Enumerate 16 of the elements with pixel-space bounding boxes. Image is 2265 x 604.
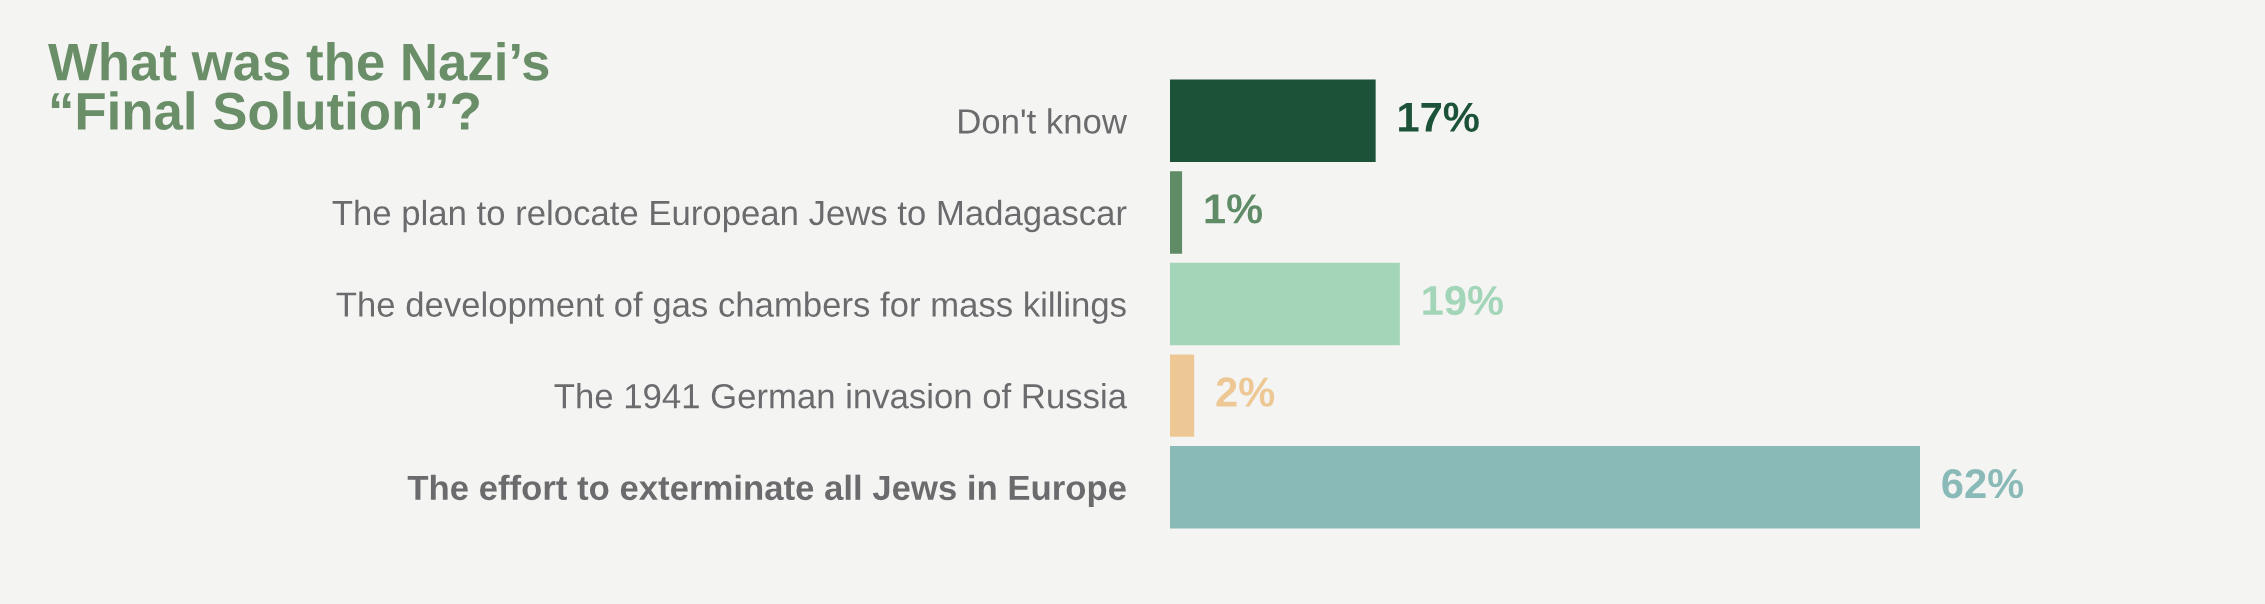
data-label: 17%	[1399, 102, 1479, 132]
data-label: 1%	[1205, 194, 1263, 224]
data-label: 2%	[1216, 377, 1275, 407]
y-tick-label: Don't know	[959, 108, 1128, 134]
bar	[1170, 354, 1195, 437]
data-label: 62%	[1942, 468, 2024, 499]
y-tick-label: The effort to exterminate all Jews in Europe	[407, 474, 1126, 508]
text: What was the Nazi’s “Final Solution”?	[48, 42, 549, 130]
bar	[1170, 171, 1183, 254]
data-label: 19%	[1423, 285, 1503, 316]
bar	[1170, 79, 1376, 163]
y-tick-label: The development of gas chambers for mass killings	[336, 291, 1126, 324]
bar	[1170, 262, 1400, 346]
y-tick-label: The plan to relocate European Jews to Madagascar	[332, 199, 1127, 233]
bar	[1170, 446, 1920, 529]
y-tick-label: The 1941 German invasion of Russia	[554, 383, 1127, 409]
